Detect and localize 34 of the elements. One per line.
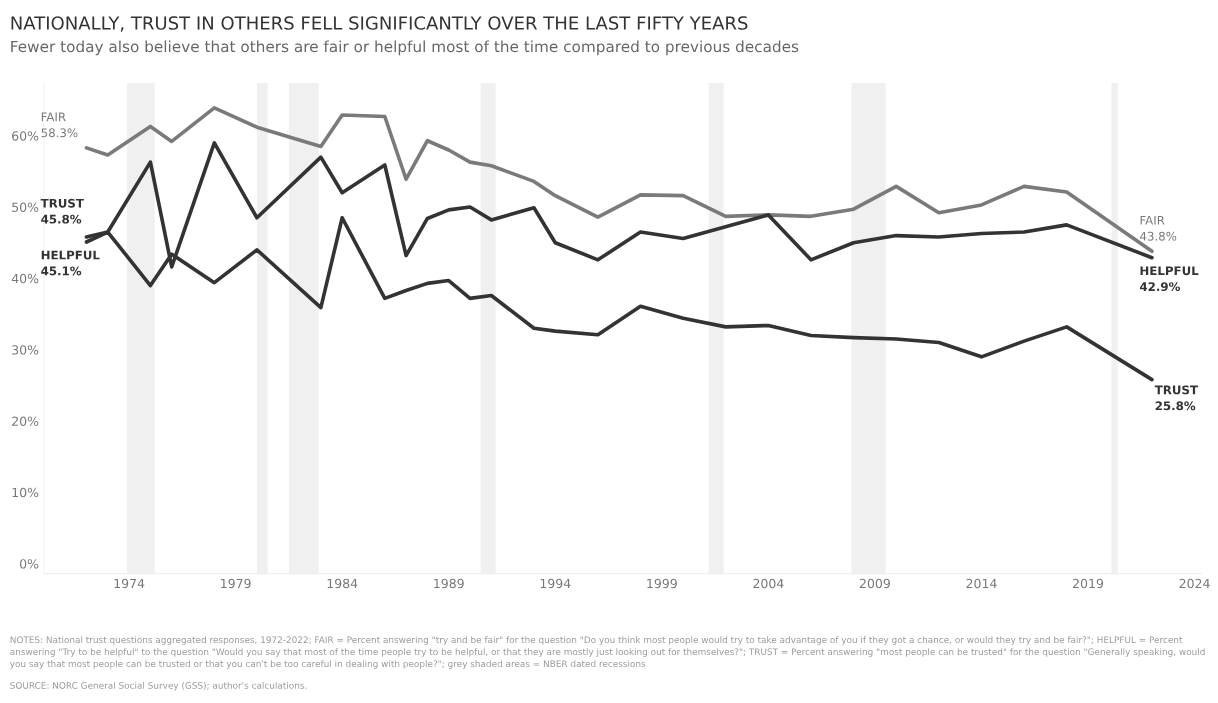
x-tick-label: 2024 (1179, 578, 1210, 589)
x-tick-label: 1984 (327, 578, 358, 589)
y-tick-label: 10% (12, 487, 39, 498)
chart-subtitle: Fewer today also believe that others are fair or helpful most of the time compared to previous decades (11, 40, 799, 56)
x-tick-label: 2004 (753, 578, 784, 589)
data-label: 25.8% (1155, 401, 1196, 411)
x-tick-label: 1989 (434, 578, 464, 589)
y-tick-label: 30% (12, 345, 39, 355)
y-tick-label: 0% (19, 559, 39, 569)
data-label: 42.9% (1139, 282, 1181, 292)
y-tick-label: 40% (11, 273, 39, 284)
series-label: FAIR (1140, 215, 1165, 225)
x-tick-label: 2014 (966, 578, 997, 589)
x-tick-label: 2009 (859, 578, 890, 589)
text: FAIR (41, 112, 66, 122)
series-label: HELPFUL (1140, 266, 1199, 276)
text: TRUST (40, 198, 84, 208)
x-tick-label: 2019 (1073, 578, 1104, 589)
y-tick-label: 60% (12, 131, 39, 141)
y-tick-label: 20% (12, 416, 39, 426)
x-tick-label: 1979 (221, 578, 251, 589)
data-label: 58.3% (41, 128, 78, 138)
series-label: TRUST (1154, 385, 1198, 395)
data-label: 45.1% (41, 266, 82, 276)
x-tick-label: 1999 (647, 578, 677, 589)
data-label: 45.8% (41, 214, 82, 224)
chart-title: NATIONALLY, TRUST IN OTHERS FELL SIGNIFICANTLY OVER THE LAST FIFTY YEARS (11, 16, 748, 32)
text: NOTES: National trust questions aggregated responses, 1972-2022; FAIR = Percent answering "try and be fair" for the question "Do you think most people would try to take advantage of you if they got a chance, or would they try and be fair?"; HELPFUL = Percent answering "Try to be helpful" to the question "Would you say that most of the time people try to be helpful, or that they are mostly just looking out for themselves?"; TRUST = Percent answering "most people can be trusted" for the question "Generally speaking, would you say that most people can be trusted or that you can't be too careful in dealing with people?"; grey shaded areas = NBER dated recessions (10, 636, 1205, 669)
source-note: SOURCE: NORC General Social Survey (GSS); author's calculations. (10, 681, 307, 691)
y-tick-label: 50% (12, 202, 39, 212)
data-label: 43.8% (1140, 231, 1177, 241)
text: HELPFUL (41, 250, 100, 260)
x-tick-label: 1974 (114, 578, 145, 589)
x-tick-label: 1994 (540, 578, 571, 589)
